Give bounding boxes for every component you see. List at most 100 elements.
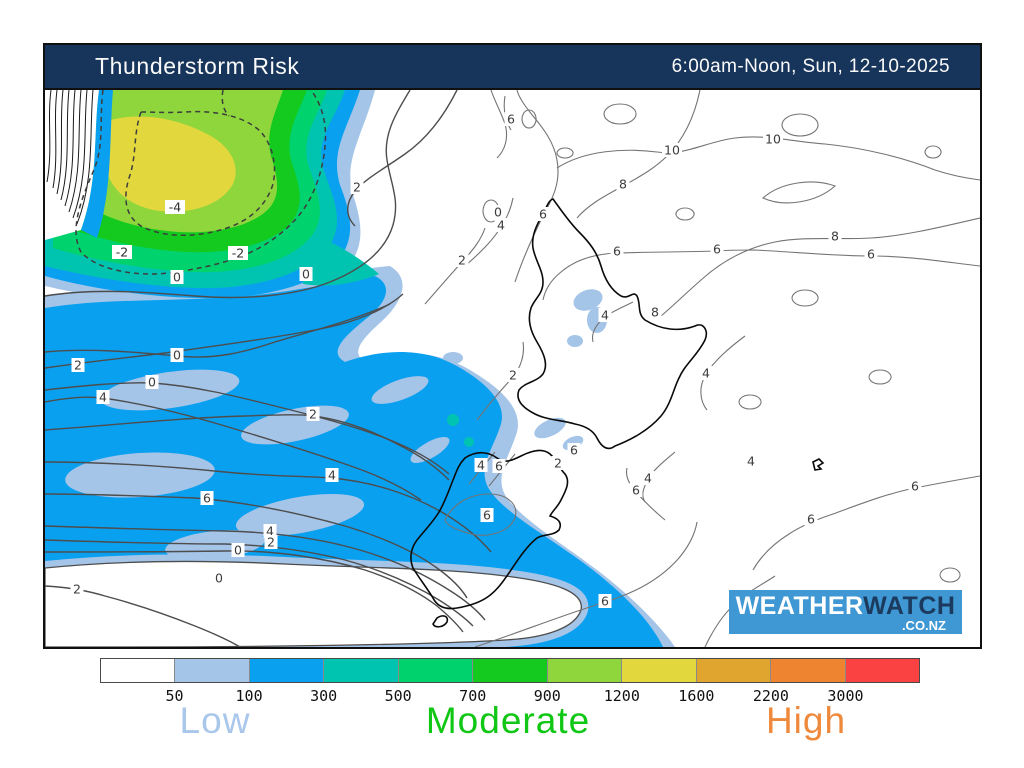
svg-text:6: 6 xyxy=(507,112,515,127)
north-island-coast xyxy=(517,198,708,450)
valid-time-label: 6:00am-Noon, Sun, 12-10-2025 xyxy=(671,55,950,77)
contour-value-label: 4 xyxy=(96,390,110,405)
contour-value-label: 6 xyxy=(536,207,550,222)
svg-text:4: 4 xyxy=(477,458,485,473)
legend-color-segment xyxy=(175,659,250,682)
contour-value-label: 2 xyxy=(70,582,84,597)
contour-value-label: 4 xyxy=(641,471,655,486)
svg-text:4: 4 xyxy=(644,471,652,486)
svg-text:6: 6 xyxy=(867,247,875,262)
contour-value-label: 4 xyxy=(325,468,339,483)
contour-value-label: 0 xyxy=(231,543,245,558)
svg-text:6: 6 xyxy=(495,459,503,474)
svg-text:6: 6 xyxy=(570,443,578,458)
scale-tick: 3000 xyxy=(827,687,864,705)
contour-value-label: 8 xyxy=(616,177,630,192)
contour-value-label: 4 xyxy=(494,218,508,233)
low-risk-pocket xyxy=(45,554,589,647)
risk-level-moderate: Moderate xyxy=(425,700,591,741)
svg-text:8: 8 xyxy=(651,305,659,320)
contour-value-label: 6 xyxy=(598,594,612,609)
svg-text:4: 4 xyxy=(266,524,274,539)
legend-color-segment xyxy=(249,659,325,682)
contour-value-label: 2 xyxy=(306,407,320,422)
svg-text:0: 0 xyxy=(494,205,502,220)
weather-map: -4 -2 -2 0 0 2 2 0 0 4 2 4 6 4 2 0 0 2 10 10 8 8 8 6 6 6 6 6 0 4 2 2 4 4 2… xyxy=(45,88,980,647)
contour-value-label: 2 xyxy=(455,253,469,268)
legend-color-segment xyxy=(771,659,846,682)
svg-text:-2: -2 xyxy=(116,245,128,260)
svg-text:10: 10 xyxy=(664,143,680,158)
header-bar: Thunderstorm Risk 6:00am-Noon, Sun, 12-1… xyxy=(45,45,980,88)
svg-text:2: 2 xyxy=(73,582,81,597)
page-title: Thunderstorm Risk xyxy=(95,53,300,79)
contour-value-label: 10 xyxy=(763,132,783,147)
scale-tick: 50 xyxy=(165,687,184,705)
south-island-coast xyxy=(410,449,569,610)
contour-value-label: 4 xyxy=(598,308,612,323)
contour-value-label: 6 xyxy=(610,244,624,259)
contour-value-label: 6 xyxy=(710,242,724,257)
svg-text:4: 4 xyxy=(328,468,336,483)
contours-dashed xyxy=(75,90,327,275)
contour-value-label: 8 xyxy=(828,229,842,244)
contour-value-label: 6 xyxy=(629,483,643,498)
legend-color-segment xyxy=(324,659,399,682)
contour-value-label: 0 xyxy=(212,571,226,586)
svg-text:2: 2 xyxy=(458,253,466,268)
contour-value-label: 2 xyxy=(350,180,364,195)
svg-text:10: 10 xyxy=(765,132,781,147)
scale-tick: 100 xyxy=(235,687,263,705)
contour-value-label: 6 xyxy=(864,247,878,262)
legend-color-segment xyxy=(622,659,697,682)
chatham-island-coast xyxy=(812,458,825,471)
svg-text:0: 0 xyxy=(148,375,156,390)
contour-value-label: -4 xyxy=(165,200,185,215)
contour-value-label: 4 xyxy=(263,524,277,539)
contour-value-label: 0 xyxy=(491,205,505,220)
scale-tick: 2200 xyxy=(752,687,789,705)
svg-text:6: 6 xyxy=(911,479,919,494)
svg-text:6: 6 xyxy=(807,512,815,527)
svg-text:2: 2 xyxy=(554,456,562,471)
svg-text:8: 8 xyxy=(831,229,839,244)
risk-level-labels: Low Moderate High xyxy=(0,700,1024,746)
svg-text:4: 4 xyxy=(702,366,710,381)
packed-contours-wedge xyxy=(45,90,113,240)
scale-tick: 300 xyxy=(310,687,338,705)
svg-text:8: 8 xyxy=(619,177,627,192)
contour-value-label: 0 xyxy=(299,267,313,282)
legend-color-segment xyxy=(845,659,919,682)
risk-level-high: High xyxy=(765,700,847,741)
contour-value-label: 6 xyxy=(200,491,214,506)
contour-value-label: 2 xyxy=(506,368,520,383)
svg-text:4: 4 xyxy=(601,308,609,323)
contour-value-label: 0 xyxy=(170,270,184,285)
svg-text:2: 2 xyxy=(309,407,317,422)
legend-color-segment xyxy=(398,659,474,682)
svg-text:0: 0 xyxy=(302,267,310,282)
svg-text:6: 6 xyxy=(203,491,211,506)
risk-color-scale xyxy=(100,658,920,683)
contour-value-label: 8 xyxy=(648,305,662,320)
svg-text:0: 0 xyxy=(215,571,223,586)
svg-text:-4: -4 xyxy=(169,200,182,215)
contour-value-label: 2 xyxy=(71,358,85,373)
svg-text:-2: -2 xyxy=(232,246,244,261)
scale-tick: 900 xyxy=(533,687,561,705)
contour-value-label: 6 xyxy=(908,479,922,494)
svg-text:2: 2 xyxy=(74,358,82,373)
svg-text:6: 6 xyxy=(713,242,721,257)
svg-text:2: 2 xyxy=(353,180,361,195)
contour-value-label: 2 xyxy=(264,535,278,550)
svg-text:6: 6 xyxy=(613,244,621,259)
scale-tick: 1600 xyxy=(678,687,715,705)
svg-text:4: 4 xyxy=(99,390,107,405)
logo-part-weather: WEATHER xyxy=(735,592,864,620)
svg-text:6: 6 xyxy=(601,594,609,609)
contours-dark xyxy=(45,90,492,647)
contour-value-label: -2 xyxy=(228,246,248,261)
contour-value-label: 6 xyxy=(504,112,518,127)
contour-value-label: 2 xyxy=(551,456,565,471)
logo-text: WEATHERWATCH xyxy=(729,594,962,619)
